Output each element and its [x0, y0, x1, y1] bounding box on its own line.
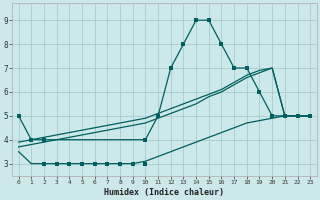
- X-axis label: Humidex (Indice chaleur): Humidex (Indice chaleur): [104, 188, 224, 197]
